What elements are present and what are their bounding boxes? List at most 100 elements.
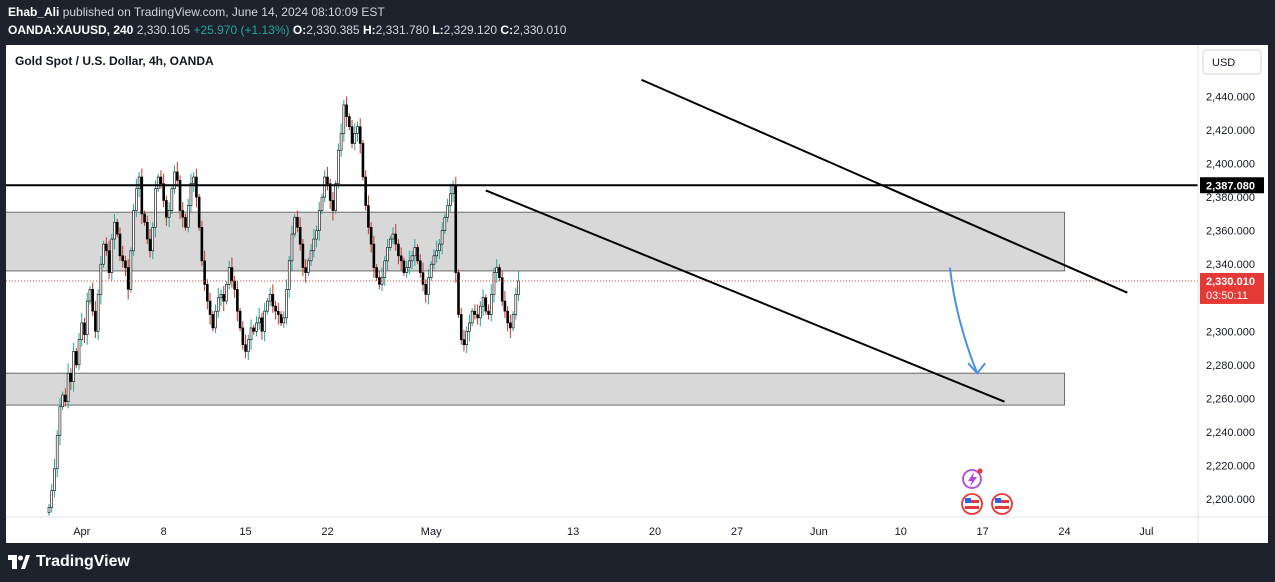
us-flag-event-icon[interactable] [961, 493, 983, 515]
candle-body [500, 277, 504, 302]
upper-trendline[interactable] [641, 78, 1128, 294]
candle-body [203, 260, 206, 285]
flag-stripe [995, 500, 1009, 503]
candle-body [416, 247, 419, 262]
candle-body [107, 250, 111, 273]
candle-body [225, 284, 228, 302]
bar-countdown-label: 03:50:11 [1206, 290, 1248, 302]
lower-zone[interactable] [4, 372, 1066, 406]
candle-body [323, 176, 327, 198]
candle-body [479, 305, 482, 319]
candle-body [195, 176, 198, 198]
x-tick-label: Jul [1139, 526, 1153, 538]
resistance-price-tag [1200, 177, 1264, 194]
candle-body [394, 233, 398, 245]
candle-body [511, 314, 515, 329]
candle-body [75, 351, 78, 366]
candle-body [443, 216, 447, 231]
currency-button[interactable] [1202, 49, 1262, 75]
candle-body [126, 267, 130, 290]
candle-body [200, 227, 204, 262]
candle-body [484, 297, 488, 312]
x-tick-label: 8 [161, 526, 167, 538]
candle-body [514, 294, 518, 315]
candle-body [307, 260, 310, 273]
candle-body [418, 260, 422, 273]
candle-body [328, 183, 332, 201]
candle-body [410, 255, 414, 262]
published-text: published on TradingView.com, June 14, 2… [62, 5, 385, 19]
candle-body [405, 267, 408, 273]
y-tick-label: 2,420.000 [1206, 125, 1255, 137]
forecast-arrow[interactable] [948, 267, 979, 374]
candle-body [350, 126, 354, 144]
candle-body [274, 305, 277, 312]
candle-body [408, 260, 411, 268]
candle-body [110, 238, 114, 273]
candle-body [156, 176, 160, 190]
candle-body [197, 196, 201, 228]
candle-body [246, 339, 250, 352]
candle-body [214, 310, 217, 329]
candle-body [424, 284, 428, 295]
us-flag-event-icon[interactable] [991, 493, 1013, 515]
ohlc-line: OANDA:XAUUSD, 240 2,330.105 +25.970 (+1.… [8, 23, 566, 37]
x-tick-label: 20 [649, 526, 661, 538]
candle-body [178, 180, 182, 211]
candle-body [61, 394, 64, 408]
candle-body [364, 176, 367, 206]
candle-body [383, 260, 387, 278]
candle-body [342, 104, 346, 134]
candle-body [121, 255, 125, 262]
candle-body [186, 205, 190, 228]
x-tick-label: 27 [731, 526, 743, 538]
candle-body [222, 294, 226, 302]
candle-body [184, 216, 187, 228]
candle-body [375, 267, 378, 278]
forecast-arrow-head [967, 362, 986, 375]
flag-stripe [965, 506, 979, 509]
candle-body [173, 171, 176, 190]
candle-body [386, 247, 389, 262]
y-tick-label: 2,200.000 [1206, 494, 1255, 506]
candle-body [506, 310, 509, 324]
close-label: C: [500, 23, 514, 37]
candle-body [162, 183, 165, 201]
candle-body [99, 263, 103, 295]
low-value: 2,329.120 [443, 23, 498, 37]
candle-body [55, 434, 59, 470]
candle-body [211, 314, 215, 329]
candle-body [88, 289, 92, 302]
tradingview-brand[interactable]: TradingView [8, 553, 130, 571]
upper-zone[interactable] [4, 211, 1066, 272]
close-value: 2,330.010 [513, 23, 567, 37]
candle-body [468, 322, 471, 332]
candle-body [421, 272, 425, 285]
candle-body [298, 227, 302, 245]
flag-canton [995, 498, 1001, 503]
lower-trendline[interactable] [485, 189, 1005, 403]
candle-body [105, 243, 108, 252]
candle-body [50, 490, 54, 508]
y-tick-label: 2,280.000 [1206, 360, 1255, 372]
candle-body [304, 267, 307, 273]
candle-body [320, 196, 324, 211]
candle-body [47, 507, 51, 513]
y-tick-label: 2,380.000 [1206, 192, 1255, 204]
x-tick-label: 10 [895, 526, 907, 538]
candle-body [345, 104, 348, 117]
author-name[interactable]: Ehab_Ali [8, 5, 60, 19]
y-tick-label: 2,260.000 [1206, 393, 1255, 405]
candle-body [402, 260, 406, 273]
candle-body [132, 210, 135, 252]
candle-body [353, 133, 357, 144]
candle-body [165, 200, 168, 218]
chart-panel[interactable] [6, 45, 1268, 543]
candle-body [233, 280, 236, 290]
candle-body [135, 188, 138, 211]
candle-body [77, 339, 81, 366]
candle-body [334, 183, 337, 211]
candle-body [429, 263, 433, 278]
current-price-tag [1200, 272, 1264, 304]
